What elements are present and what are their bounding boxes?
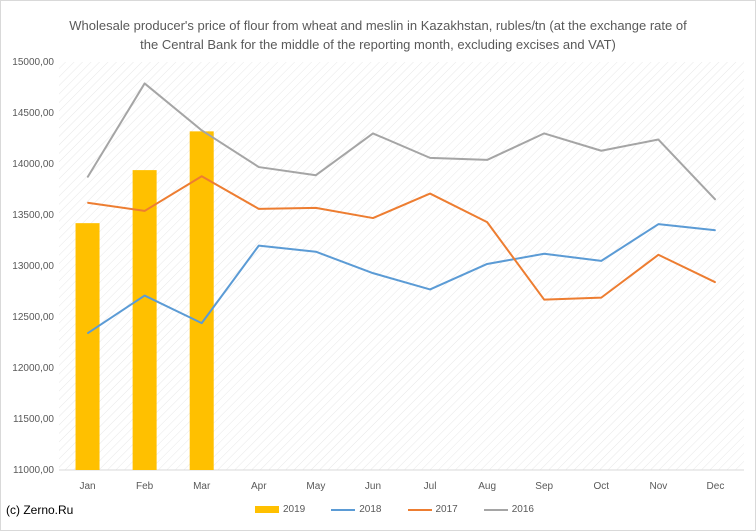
x-tick-label: Dec	[707, 481, 725, 492]
point-2018-Nov	[657, 223, 659, 225]
point-2018-Jul	[429, 288, 431, 290]
point-2017-Apr	[258, 208, 260, 210]
x-tick-label: Jun	[365, 481, 381, 492]
point-2018-Mar	[201, 322, 203, 324]
point-2017-Sep	[543, 299, 545, 301]
point-2017-Mar	[201, 175, 203, 177]
plot-area	[59, 62, 744, 470]
legend-label: 2016	[511, 504, 534, 515]
series-line-2018	[86, 223, 716, 335]
chart-legend: 2019 2018 2017 2016	[255, 504, 534, 515]
point-2018-Sep	[543, 253, 545, 255]
x-tick-label: Oct	[594, 481, 610, 492]
point-2018-Aug	[486, 263, 488, 265]
legend-item-2017: 2017	[407, 504, 458, 515]
point-2018-Jan	[87, 332, 89, 334]
point-2017-Oct	[600, 297, 602, 299]
point-2016-Apr	[258, 166, 260, 168]
chart-title: Wholesale producer's price of flour from…	[69, 18, 687, 52]
bar-2019-Mar	[189, 131, 214, 471]
bar-2019-Jan	[75, 223, 100, 470]
point-2016-Jul	[429, 157, 431, 159]
series-line-2017	[87, 175, 716, 301]
bar-2019-Feb	[132, 170, 157, 470]
x-tick-label: Feb	[136, 481, 154, 492]
legend-label: 2019	[283, 504, 306, 515]
y-tick-label: 14000,00	[12, 159, 54, 170]
point-2017-Jun	[372, 217, 374, 219]
point-2016-Mar	[201, 129, 203, 131]
credit-text: (c) Zerno.Ru	[6, 503, 74, 517]
legend-label: 2017	[435, 504, 458, 515]
point-2017-Feb	[144, 210, 146, 212]
point-2016-Sep	[543, 132, 545, 134]
y-tick-label: 14500,00	[12, 108, 54, 119]
legend-item-2019: 2019	[255, 504, 305, 515]
point-2017-Nov	[657, 254, 659, 256]
point-2016-Nov	[657, 139, 659, 141]
y-tick-label: 13500,00	[12, 210, 54, 221]
legend-swatch	[407, 508, 432, 511]
point-2017-Jul	[429, 193, 431, 195]
x-tick-label: Apr	[251, 481, 267, 492]
point-2016-Jan	[87, 176, 89, 178]
point-2018-Feb	[144, 295, 146, 297]
y-tick-label: 15000,00	[12, 57, 54, 68]
point-2016-Oct	[600, 150, 602, 152]
point-2018-Oct	[600, 260, 602, 262]
y-tick-label: 12500,00	[12, 312, 54, 323]
point-2016-Feb	[144, 82, 146, 84]
x-tick-label: Aug	[478, 481, 496, 492]
y-tick-label: 13000,00	[12, 261, 54, 272]
point-2016-Jun	[372, 132, 374, 134]
point-2018-May	[315, 251, 317, 253]
point-2016-May	[315, 174, 317, 176]
point-2017-Aug	[486, 221, 488, 223]
point-2017-Jan	[87, 202, 89, 204]
point-2017-May	[315, 207, 317, 209]
x-tick-label: Sep	[535, 481, 553, 492]
x-tick-label: Nov	[649, 481, 667, 492]
point-2018-Apr	[258, 245, 260, 247]
x-tick-label: Mar	[193, 481, 211, 492]
legend-swatch	[483, 508, 508, 511]
x-tick-label: May	[306, 481, 325, 492]
point-2018-Jun	[372, 272, 374, 274]
legend-swatch	[331, 508, 356, 511]
x-tick-label: Jul	[424, 481, 437, 492]
y-tick-label: 11000,00	[13, 465, 54, 476]
point-2016-Aug	[486, 159, 488, 161]
legend-item-2016: 2016	[483, 504, 534, 515]
x-tick-label: Jan	[79, 481, 95, 492]
legend-item-2018: 2018	[331, 504, 382, 515]
series-line-2016	[86, 82, 717, 201]
point-2016-Dec	[714, 199, 716, 201]
legend-label: 2018	[359, 504, 382, 515]
point-2017-Dec	[714, 281, 716, 283]
legend-swatch	[255, 506, 279, 513]
y-tick-label: 12000,00	[12, 363, 54, 374]
y-tick-label: 11500,00	[13, 414, 54, 425]
point-2018-Dec	[714, 229, 716, 231]
